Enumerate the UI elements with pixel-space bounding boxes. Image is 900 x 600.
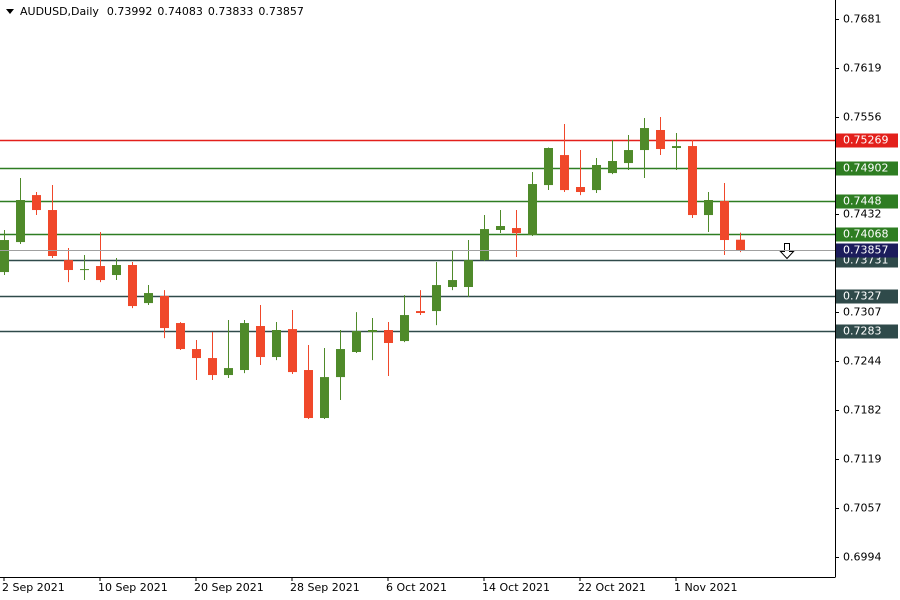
- x-tick-label: 20 Sep 2021: [194, 581, 264, 594]
- candle-body: [592, 165, 601, 191]
- candle-body: [560, 155, 569, 191]
- y-tick-label: 0.7432: [843, 208, 882, 221]
- level-label-bg: [836, 289, 898, 304]
- current-price-label: 0.73857: [843, 244, 889, 257]
- candle-body: [336, 349, 345, 378]
- candle-body: [0, 240, 9, 273]
- current-price-label-bg: [836, 243, 898, 258]
- candle-body: [80, 269, 89, 271]
- candle-body: [128, 265, 137, 307]
- x-tick-label: 28 Sep 2021: [290, 581, 360, 594]
- candle-body: [576, 187, 585, 193]
- candle-body: [416, 311, 425, 314]
- candle-body: [160, 296, 169, 329]
- y-tick-label: 0.7556: [843, 111, 882, 124]
- candle-body: [528, 184, 537, 236]
- y-tick-label: 0.7244: [843, 355, 882, 368]
- y-tick-label: 0.7119: [843, 453, 882, 466]
- candle-body: [224, 368, 233, 376]
- candle-body: [384, 330, 393, 344]
- level-label-bg: [836, 133, 898, 148]
- candle-body: [208, 358, 217, 376]
- candle-body: [320, 377, 329, 419]
- candle-body: [304, 370, 313, 419]
- level-label: 0.75269: [843, 134, 889, 147]
- level-label: 0.74902: [843, 162, 889, 175]
- candle-body: [32, 195, 41, 211]
- candle-body: [368, 330, 377, 333]
- x-tick-label: 10 Sep 2021: [98, 581, 168, 594]
- level-label-bg: [836, 227, 898, 242]
- candle-body: [704, 200, 713, 216]
- candle-body: [624, 150, 633, 164]
- candle-body: [688, 146, 697, 216]
- x-tick-label: 6 Oct 2021: [386, 581, 447, 594]
- level-label: 0.7283: [843, 325, 882, 338]
- level-label: 0.74068: [843, 228, 889, 241]
- y-tick-label: 0.7182: [843, 404, 882, 417]
- high-value: 0.74083: [157, 5, 203, 18]
- candle-body: [176, 323, 185, 350]
- candle-body: [464, 260, 473, 288]
- candle-body: [432, 285, 441, 312]
- candle-body: [48, 210, 57, 257]
- candle-body: [64, 260, 73, 271]
- level-label-bg: [836, 324, 898, 339]
- candle-body: [96, 266, 105, 281]
- x-tick-label: 1 Nov 2021: [674, 581, 737, 594]
- menu-triangle[interactable]: [6, 9, 14, 14]
- candle-body: [144, 293, 153, 304]
- chart-header: AUDUSD,Daily 0.73992 0.74083 0.73833 0.73857: [20, 5, 304, 18]
- candle-body: [496, 226, 505, 231]
- candle-body: [352, 331, 361, 353]
- candle-body: [448, 280, 457, 288]
- level-label-bg: [836, 194, 898, 209]
- candle-body: [272, 330, 281, 358]
- candle-body: [544, 148, 553, 186]
- x-tick-label: 22 Oct 2021: [578, 581, 646, 594]
- candle-body: [640, 128, 649, 151]
- level-label: 0.7327: [843, 290, 882, 303]
- candle-body: [240, 323, 249, 371]
- symbol-title: AUDUSD,Daily: [20, 5, 99, 18]
- candle-body: [512, 228, 521, 234]
- candle-body: [16, 200, 25, 243]
- y-tick-label: 0.7307: [843, 306, 882, 319]
- level-label-bg: [836, 161, 898, 176]
- candle-body: [480, 229, 489, 261]
- y-tick-label: 0.7619: [843, 62, 882, 75]
- candle-body: [672, 146, 681, 149]
- y-tick-label: 0.7057: [843, 502, 882, 515]
- candle-body: [256, 326, 265, 358]
- y-tick-label: 0.7681: [843, 13, 882, 26]
- low-value: 0.73833: [208, 5, 254, 18]
- candle-body: [192, 349, 201, 359]
- y-tick-label: 0.6994: [843, 551, 882, 564]
- x-tick-label: 14 Oct 2021: [482, 581, 550, 594]
- candle-body: [288, 329, 297, 373]
- candle-body: [720, 201, 729, 241]
- candle-body: [656, 129, 665, 150]
- candle-body: [608, 161, 617, 174]
- x-tick-label: 2 Sep 2021: [2, 581, 65, 594]
- candle-body: [736, 239, 745, 251]
- level-label: 0.7448: [843, 195, 882, 208]
- close-value: 0.73857: [258, 5, 304, 18]
- open-value: 0.73992: [107, 5, 153, 18]
- candle-body: [400, 315, 409, 342]
- candle-body: [112, 265, 121, 276]
